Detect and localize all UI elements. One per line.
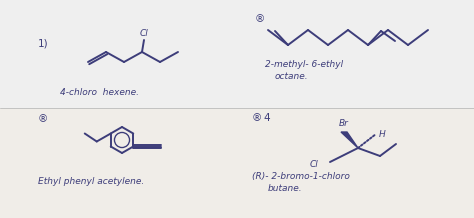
Text: 1): 1) (38, 38, 49, 48)
Text: Cl: Cl (310, 160, 319, 169)
Text: H: H (379, 129, 386, 138)
Text: 4: 4 (263, 113, 270, 123)
Text: octane.: octane. (275, 72, 309, 81)
Bar (0, 108, 474, 218)
Text: butane.: butane. (268, 184, 302, 193)
Text: (R)- 2-bromo-1-chloro: (R)- 2-bromo-1-chloro (252, 172, 350, 181)
Text: Ethyl phenyl acetylene.: Ethyl phenyl acetylene. (38, 177, 144, 186)
Text: Cl: Cl (140, 29, 148, 38)
Text: 2-methyl- 6-ethyl: 2-methyl- 6-ethyl (265, 60, 343, 69)
Polygon shape (341, 132, 358, 148)
Text: ®: ® (255, 14, 265, 24)
Text: 4-chloro  hexene.: 4-chloro hexene. (60, 88, 139, 97)
Text: Br: Br (339, 119, 349, 128)
Text: ®: ® (252, 113, 262, 123)
Text: ®: ® (38, 114, 48, 124)
